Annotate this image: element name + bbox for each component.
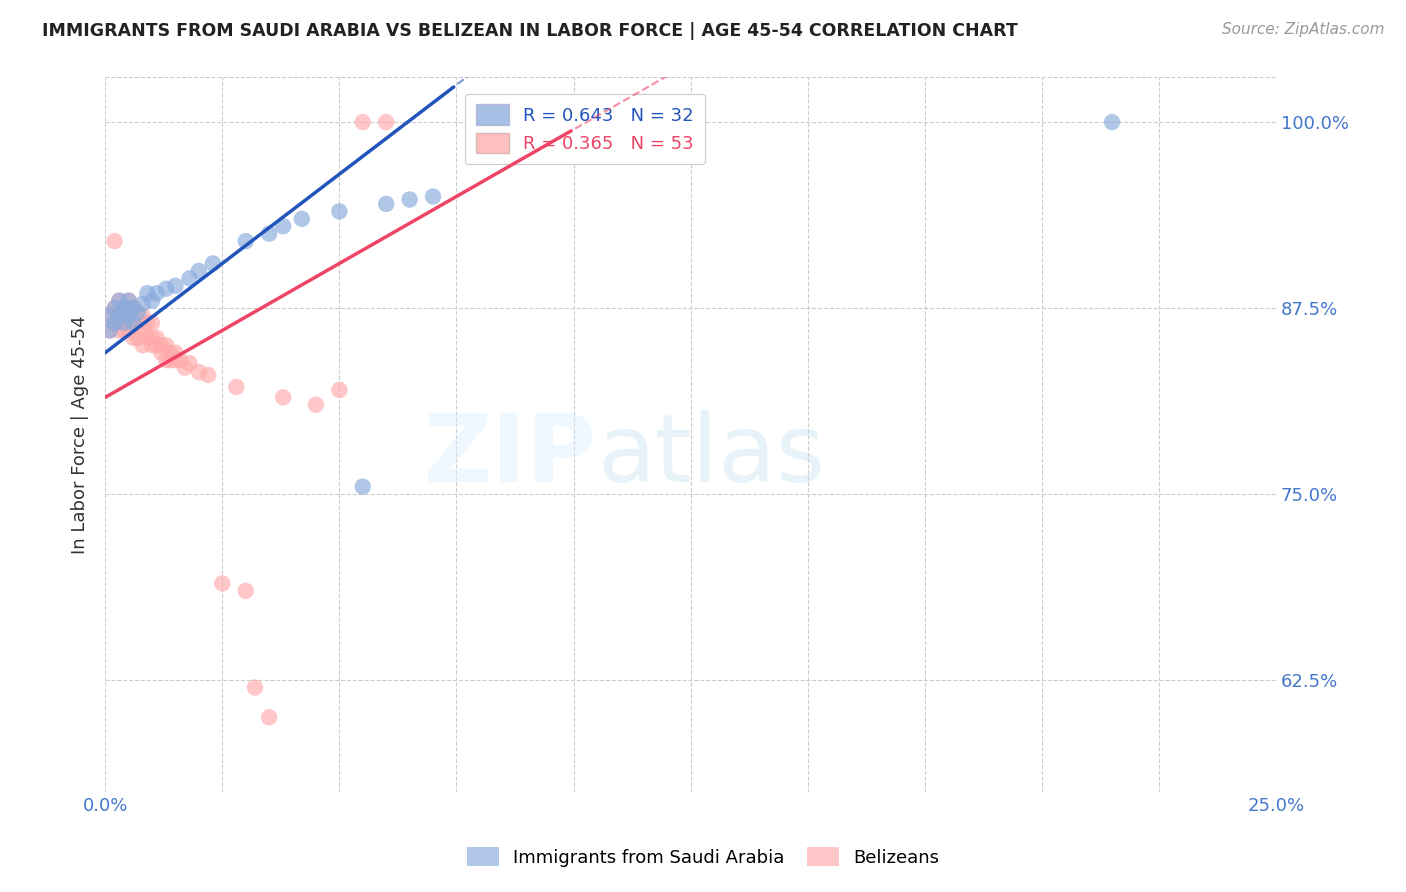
- Point: [235, 583, 257, 598]
- Point: [398, 193, 420, 207]
- Point: [145, 286, 167, 301]
- Point: [112, 301, 135, 315]
- Point: [159, 345, 181, 359]
- Point: [117, 323, 139, 337]
- Point: [169, 353, 191, 368]
- Point: [187, 264, 209, 278]
- Point: [108, 293, 131, 308]
- Point: [98, 323, 121, 337]
- Point: [122, 316, 145, 330]
- Point: [103, 301, 125, 315]
- Point: [165, 353, 187, 368]
- Point: [103, 301, 125, 315]
- Point: [375, 115, 398, 129]
- Point: [112, 323, 135, 337]
- Point: [136, 316, 159, 330]
- Point: [122, 331, 145, 345]
- Point: [103, 234, 125, 248]
- Point: [127, 331, 149, 345]
- Point: [122, 301, 145, 315]
- Point: [179, 356, 201, 370]
- Point: [145, 338, 167, 352]
- Point: [112, 309, 135, 323]
- Point: [141, 331, 163, 345]
- Point: [197, 368, 219, 382]
- Point: [117, 293, 139, 308]
- Point: [225, 380, 247, 394]
- Y-axis label: In Labor Force | Age 45-54: In Labor Force | Age 45-54: [72, 315, 89, 554]
- Point: [328, 383, 350, 397]
- Point: [108, 309, 131, 323]
- Point: [235, 234, 257, 248]
- Point: [117, 309, 139, 323]
- Point: [127, 309, 149, 323]
- Point: [201, 256, 224, 270]
- Point: [150, 338, 173, 352]
- Point: [141, 338, 163, 352]
- Point: [98, 309, 121, 323]
- Point: [155, 282, 177, 296]
- Point: [352, 115, 374, 129]
- Text: atlas: atlas: [598, 410, 825, 502]
- Point: [141, 316, 163, 330]
- Point: [243, 681, 266, 695]
- Point: [127, 305, 149, 319]
- Point: [98, 309, 121, 323]
- Point: [375, 197, 398, 211]
- Point: [150, 345, 173, 359]
- Point: [271, 219, 294, 234]
- Point: [211, 576, 233, 591]
- Point: [422, 189, 444, 203]
- Legend: R = 0.643   N = 32, R = 0.365   N = 53: R = 0.643 N = 32, R = 0.365 N = 53: [465, 94, 704, 164]
- Point: [257, 227, 280, 241]
- Point: [179, 271, 201, 285]
- Point: [257, 710, 280, 724]
- Point: [131, 296, 153, 310]
- Point: [141, 293, 163, 308]
- Point: [131, 309, 153, 323]
- Point: [117, 293, 139, 308]
- Point: [136, 286, 159, 301]
- Point: [112, 316, 135, 330]
- Point: [352, 480, 374, 494]
- Point: [108, 309, 131, 323]
- Point: [98, 323, 121, 337]
- Point: [271, 390, 294, 404]
- Point: [291, 211, 314, 226]
- Point: [108, 323, 131, 337]
- Legend: Immigrants from Saudi Arabia, Belizeans: Immigrants from Saudi Arabia, Belizeans: [460, 840, 946, 874]
- Point: [586, 115, 609, 129]
- Point: [173, 360, 195, 375]
- Point: [165, 278, 187, 293]
- Point: [155, 353, 177, 368]
- Point: [127, 316, 149, 330]
- Point: [305, 398, 328, 412]
- Point: [103, 316, 125, 330]
- Point: [328, 204, 350, 219]
- Point: [131, 338, 153, 352]
- Point: [187, 365, 209, 379]
- Point: [117, 309, 139, 323]
- Point: [103, 316, 125, 330]
- Point: [122, 316, 145, 330]
- Point: [136, 331, 159, 345]
- Point: [159, 353, 181, 368]
- Text: Source: ZipAtlas.com: Source: ZipAtlas.com: [1222, 22, 1385, 37]
- Point: [145, 331, 167, 345]
- Point: [165, 345, 187, 359]
- Text: IMMIGRANTS FROM SAUDI ARABIA VS BELIZEAN IN LABOR FORCE | AGE 45-54 CORRELATION : IMMIGRANTS FROM SAUDI ARABIA VS BELIZEAN…: [42, 22, 1018, 40]
- Text: ZIP: ZIP: [425, 410, 598, 502]
- Point: [131, 323, 153, 337]
- Point: [108, 293, 131, 308]
- Point: [155, 338, 177, 352]
- Point: [1101, 115, 1123, 129]
- Point: [122, 301, 145, 315]
